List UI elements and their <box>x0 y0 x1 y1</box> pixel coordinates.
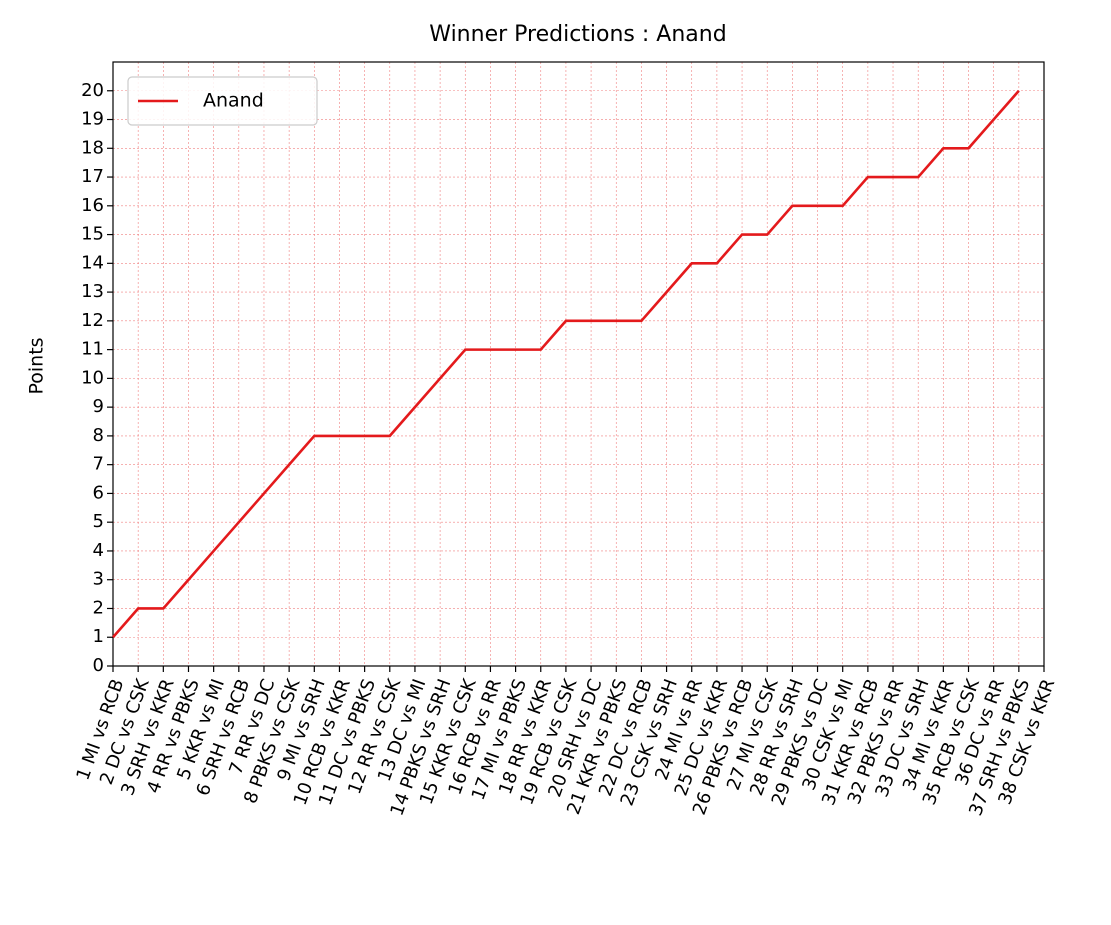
y-tick-label: 1 <box>93 626 104 647</box>
y-tick-label: 17 <box>81 166 104 187</box>
legend-label: Anand <box>203 90 264 112</box>
y-tick-label: 6 <box>93 482 104 503</box>
y-tick-label: 13 <box>81 281 104 302</box>
plot-frame <box>112 61 1045 667</box>
y-tick-label: 19 <box>81 109 104 130</box>
y-tick-label: 9 <box>93 396 104 417</box>
y-tick-label: 11 <box>81 339 104 360</box>
y-tick-label: 20 <box>81 80 104 101</box>
y-tick-label: 0 <box>93 655 104 676</box>
y-tick-label: 2 <box>93 597 104 618</box>
y-axis-label: Points <box>26 337 48 394</box>
chart-title: Winner Predictions : Anand <box>429 22 726 47</box>
legend-box <box>127 76 318 126</box>
data-line <box>112 89 1020 639</box>
y-tick-label: 5 <box>93 511 104 532</box>
y-tick-label: 4 <box>93 540 104 561</box>
y-tick-label: 15 <box>81 224 104 245</box>
y-tick-label: 14 <box>81 252 104 273</box>
y-tick-label: 10 <box>81 367 104 388</box>
y-tick-label: 7 <box>93 454 104 475</box>
y-tick-label: 3 <box>93 569 104 590</box>
y-tick-label: 16 <box>81 195 104 216</box>
y-tick-label: 8 <box>93 425 104 446</box>
y-tick-label: 12 <box>81 310 104 331</box>
y-tick-label: 18 <box>81 137 104 158</box>
